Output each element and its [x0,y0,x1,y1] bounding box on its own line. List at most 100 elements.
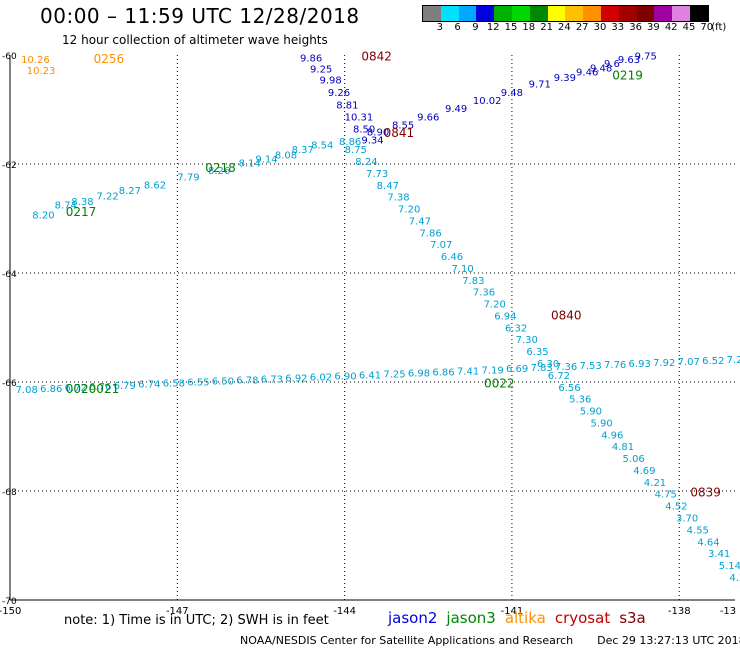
colorbar-label: (ft) [711,22,727,33]
wave-height-value: 9.14 [255,154,277,165]
wave-height-value: 4.52 [665,502,687,513]
longitude-tick-label: -144 [333,606,356,617]
wave-height-value: 9.25 [310,64,332,75]
wave-height-value: 9.63 [618,55,640,66]
pass-time-label: 0217 [66,205,97,219]
latitude-tick-label: -68 [2,488,17,498]
wave-height-value: 7.83 [462,276,484,287]
longitude-tick-label: -147 [166,606,189,617]
colorbar-label: 6 [454,22,461,33]
wave-height-value: 5.06 [623,454,645,465]
pass-time-label: 0839 [690,485,721,499]
colorbar-swatch [636,6,655,21]
wave-height-value: 4.55 [687,525,709,536]
wave-height-value: 8.55 [392,121,414,132]
colorbar-label: 15 [504,22,518,33]
map-title: 00:00 – 11:59 UTC 12/28/2018 [40,4,360,28]
map-subtitle: 12 hour collection of altimeter wave hei… [62,33,328,47]
wave-height-value: 8.47 [377,181,399,192]
wave-height-value: 7.19 [481,365,503,376]
colorbar-label: 24 [558,22,571,33]
wave-height-value: 8.20 [32,211,54,222]
wave-height-value: 5.90 [580,407,602,418]
colorbar-swatch [458,6,477,21]
mission-legend: jason2 jason3 altika cryosat s3a [388,609,655,627]
wave-height-value: 9.49 [445,104,467,115]
longitude-tick-label: -138 [668,606,691,617]
wave-height-value: 6.90 [334,371,356,382]
colorbar-swatch [511,6,530,21]
wave-height-value: 7.36 [473,288,495,299]
colorbar-label: 18 [522,22,536,33]
wave-height-value: 9.98 [320,75,342,86]
colorbar-label: 70 [700,22,714,33]
colorbar-swatch [565,6,584,21]
wave-height-colorbar [422,5,709,22]
pass-time-label: 0841 [384,126,415,140]
wave-height-value: 7.73 [366,169,388,180]
wave-height-value: 6.86 [40,384,62,395]
wave-height-value: 10.31 [345,112,374,123]
colorbar-swatch [618,6,637,21]
wave-height-value: 6.46 [441,252,463,263]
colorbar-swatch [600,6,619,21]
wave-height-value: 6.92 [285,374,307,385]
wave-height-value: 6.86 [432,367,454,378]
wave-height-value: 9.34 [361,135,383,146]
mission-legend-item: s3a [619,609,646,627]
mission-legend-item: cryosat [554,609,611,627]
wave-height-value: 7.07 [430,240,452,251]
wave-height-value: 9.75 [635,51,657,62]
colorbar-label: 21 [540,22,553,33]
wave-height-value: 4.22 [729,573,740,584]
wave-height-value: 7.10 [452,264,474,275]
wave-height-value: 6.76 [89,382,111,393]
credit-text: NOAA/NESDIS Center for Satellite Applica… [240,634,574,647]
wave-height-value: 7.08 [16,385,38,396]
wave-height-value: 8.86 [339,137,361,148]
colorbar-label: 45 [682,22,696,33]
wave-height-value: 4.64 [697,537,719,548]
wave-height-value: 7.36 [555,362,577,373]
wave-height-value: 7.07 [678,357,700,368]
pass-time-label: 0842 [361,49,392,63]
colorbar-label: 39 [647,22,660,33]
wave-height-value: 8.26 [208,166,230,177]
wave-height-value: 7.79 [177,172,199,183]
colorbar-swatch [583,6,601,21]
wave-height-value: 7.86 [419,228,441,239]
wave-height-value: 6.72 [548,371,570,382]
wave-height-value: 6.73 [261,375,283,386]
wave-height-value: 6.93 [629,359,651,370]
wave-height-value: 7.25 [383,369,405,380]
wave-height-value: 8.74 [55,201,77,212]
wave-height-value: 7.83 [530,363,552,374]
colorbar-swatch [476,6,495,21]
wave-height-value: 6.94 [494,311,516,322]
latitude-tick-label: -64 [2,270,17,280]
wave-height-value: 8.90 [367,128,389,139]
colorbar-labels: 3 6 9 12 15 18 21 24 27 30 33 36 39 42 45 70 (ft) [422,22,740,36]
pass-time-label: 0020021 [66,382,119,396]
footer-note: note: 1) Time is in UTC; 2) SWH is in fe… [64,613,329,628]
credit-line: NOAA/NESDIS Center for Satellite Applica… [240,634,740,647]
latitude-tick-label: -60 [2,52,17,62]
colorbar-swatch [547,6,566,21]
colorbar-label: 36 [629,22,642,33]
wave-height-value: 10.02 [473,96,502,107]
wave-height-value: 8.81 [336,100,358,111]
wave-height-value: 7.20 [398,205,420,216]
colorbar-label: 33 [611,22,625,33]
wave-height-value: 7.22 [96,191,118,202]
wave-height-value: 6.02 [310,372,332,383]
wave-height-value: 6.52 [702,356,724,367]
wave-height-value: 9.39 [554,73,576,84]
mission-legend-item: jason2 [388,609,438,627]
wave-height-value: 7.20 [484,300,506,311]
latitude-tick-label: -66 [2,379,17,389]
wave-height-value: 6.78 [236,376,258,387]
wave-height-value: 9.46 [576,68,598,79]
colorbar-label: 9 [472,22,479,33]
colorbar-label: 27 [575,22,589,33]
